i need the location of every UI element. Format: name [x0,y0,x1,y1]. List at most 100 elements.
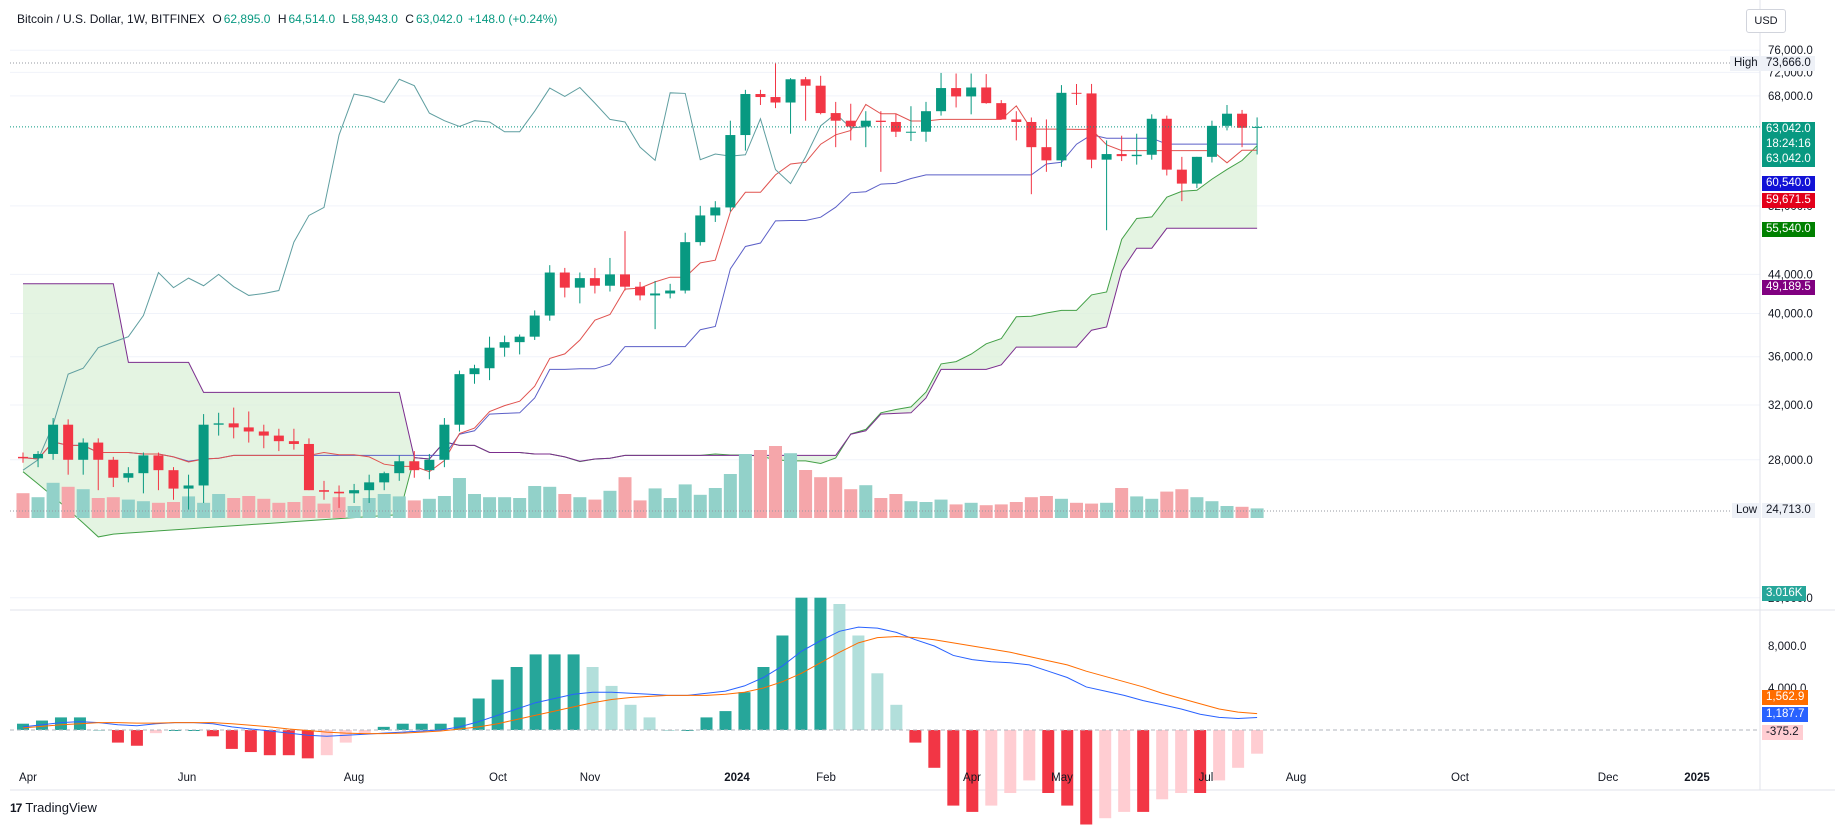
macd-histogram-bar [928,730,941,768]
volume-bar [678,484,692,518]
macd-histogram-bar [1099,730,1112,819]
y-tick-label: 28,000.0 [1768,455,1813,467]
candle-body [770,97,781,103]
candle-body [589,278,600,286]
last-price-label: 63,042.0 [1762,122,1815,137]
candle-body [288,441,299,444]
volume-bar [1235,506,1249,518]
macd-histogram-bar [985,730,998,806]
close-label: C [405,12,414,26]
volume-bar [422,498,436,518]
volume-bar [693,494,707,518]
x-axis-label: Dec [1598,772,1619,784]
volume-bar [889,494,903,518]
candle-body [665,290,676,294]
candle-body [875,120,886,122]
y-tick-label: 68,000.0 [1768,91,1813,103]
volume-bar [829,477,843,518]
last-price-line-label: 63,042.0 [1762,152,1815,167]
base-line-label: 60,540.0 [1762,176,1815,191]
macd-histogram-bar [1251,730,1264,754]
macd-histogram-bar [1023,730,1036,781]
volume-bar [227,498,241,518]
volume-bar [814,477,828,518]
candle-body [1026,121,1037,148]
macd-histogram-bar [795,597,808,730]
candle-body [1252,126,1263,128]
candle-body [1176,169,1187,184]
candle-body [1206,125,1217,157]
x-axis-label: Aug [344,772,364,784]
macd-histogram-bar [244,730,257,753]
high-value: 64,514.0 [288,12,336,26]
candle-body [1071,92,1082,94]
volume-bar [874,498,888,518]
volume-bar [1250,508,1264,518]
volume-bar [121,499,135,518]
x-axis-label: Feb [816,772,836,784]
candle-body [394,461,405,474]
candle-body [830,113,841,121]
change-value: +148.0 (+0.24%) [468,12,558,26]
volume-bar [272,502,286,518]
signal-line [22,636,1258,735]
macd-histogram-bar [320,730,333,756]
x-axis-label: Oct [489,772,508,784]
tradingview-brand[interactable]: 17 TradingView [10,800,97,815]
volume-bar [151,502,165,518]
candle-body [1191,156,1202,184]
volume-bar [919,502,933,518]
macd-histogram-bar [548,654,561,730]
candle-body [108,459,119,478]
volume-bar [362,498,376,518]
y-tick-label: 44,000.0 [1768,269,1813,281]
macd-histogram-bar [757,667,770,730]
volume-bar [437,496,451,518]
volume-label: 3.016K [1762,586,1807,601]
macd-histogram-bar [1156,730,1169,800]
candle-body [815,85,826,114]
volume-bar [483,497,497,518]
candle-body [153,455,164,471]
volume-bar [197,502,211,518]
volume-bar [1130,496,1144,518]
macd-tick-label: 8,000.0 [1768,641,1806,653]
volume-bar [1009,502,1023,518]
macd-histogram-bar [605,685,618,730]
high-price-label: 73,666.0 [1762,56,1815,71]
y-tick-label: 40,000.0 [1768,308,1813,320]
macd-histogram-bar [852,635,865,730]
volume-bar [528,486,542,518]
volume-bar [723,474,737,518]
candle-body [710,207,721,216]
macd-histogram-bar [1175,730,1188,793]
macd-histogram-bar [1061,730,1074,806]
high-label: H [277,12,287,26]
volume-bar [1039,496,1053,518]
candle-body [63,424,74,460]
x-axis-label: Apr [19,772,37,784]
volume-bar [167,502,180,518]
x-axis-label: Nov [580,772,601,784]
candle-body [755,94,766,98]
candle-body [620,274,630,287]
volume-bar [784,453,798,518]
volume-bar [558,494,572,518]
candle-body [33,453,44,459]
y-tick-label: 36,000.0 [1768,352,1813,364]
currency-selector[interactable]: USD [1746,9,1786,33]
macd-histogram-bar [909,730,922,743]
macd-histogram-bar [719,711,732,730]
volume-bar [648,488,662,518]
candle-body [258,431,269,436]
candle-body [725,135,736,208]
candle-body [845,120,856,127]
volume-bar [287,502,301,518]
macd-histogram-bar [263,730,276,756]
candle-body [1011,119,1022,122]
candle-body [981,87,992,104]
macd-histogram-bar [947,730,960,806]
volume-bar [317,503,331,518]
volume-bar [1205,501,1219,518]
